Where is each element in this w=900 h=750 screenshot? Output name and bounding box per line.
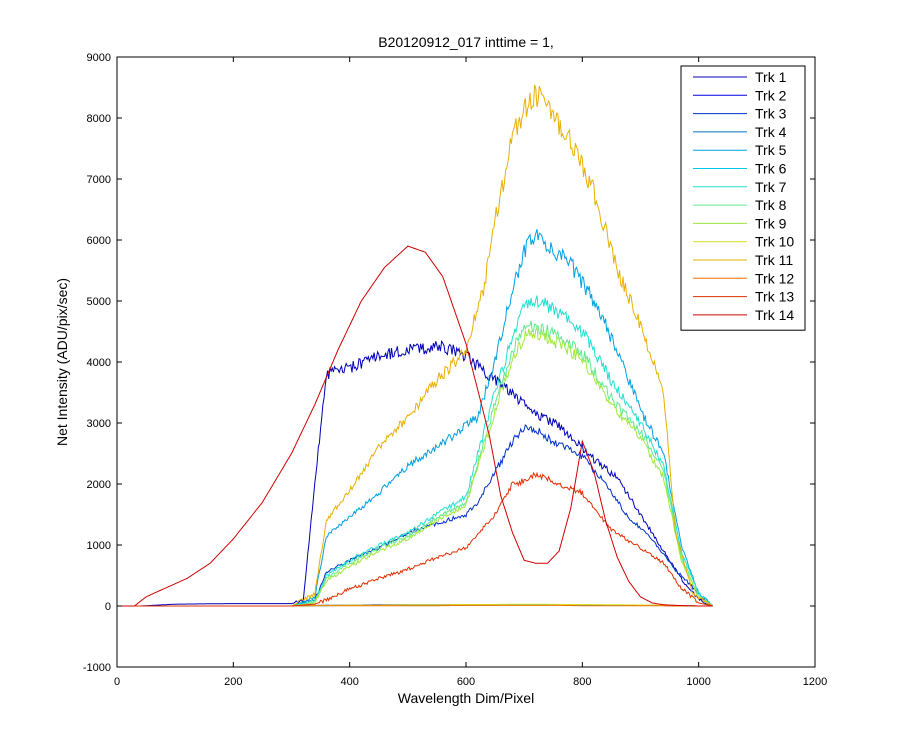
legend-label: Trk 13 xyxy=(755,289,794,305)
legend-label: Trk 7 xyxy=(755,179,787,195)
x-tick-label: 600 xyxy=(457,676,475,688)
x-tick-label: 800 xyxy=(573,676,591,688)
y-tick-label: 6000 xyxy=(87,235,111,247)
y-tick-label: 3000 xyxy=(87,418,111,430)
y-tick-label: 1000 xyxy=(87,540,111,552)
series-line-trk-1 xyxy=(117,340,713,607)
legend-box xyxy=(680,65,806,331)
y-tick-label: 9000 xyxy=(87,52,111,64)
y-tick-label: 5000 xyxy=(87,296,111,308)
legend-label: Trk 6 xyxy=(755,161,787,177)
legend-label: Trk 5 xyxy=(755,142,787,158)
y-tick-label: -1000 xyxy=(83,662,111,674)
y-tick-label: 4000 xyxy=(87,357,111,369)
y-tick-label: 7000 xyxy=(87,174,111,186)
y-tick-label: 8000 xyxy=(87,113,111,125)
series-line-trk-14 xyxy=(117,245,713,607)
legend-label: Trk 8 xyxy=(755,197,787,213)
legend-label: Trk 11 xyxy=(755,252,793,268)
x-tick-label: 200 xyxy=(224,676,242,688)
x-axis-title: Wavelength Dim/Pixel xyxy=(398,690,534,706)
legend-label: Trk 9 xyxy=(755,215,787,231)
x-tick-label: 400 xyxy=(340,676,358,688)
legend-label: Trk 10 xyxy=(755,234,794,250)
legend-label: Trk 2 xyxy=(755,87,787,103)
x-tick-label: 1000 xyxy=(686,676,710,688)
x-tick-label: 1200 xyxy=(803,676,827,688)
legend-label: Trk 14 xyxy=(755,307,794,323)
y-tick-label: 0 xyxy=(105,601,111,613)
series-layer xyxy=(117,84,713,607)
legend-label: Trk 12 xyxy=(755,270,794,286)
legend-label: Trk 4 xyxy=(755,124,787,140)
ticks-layer: 0 200 400 600 800 1000 1200-100001000200030004… xyxy=(83,52,827,688)
chart-title: B20120912_017 inttime = 1, xyxy=(378,34,554,50)
x-tick-label: 0 xyxy=(114,676,120,688)
legend-label: Trk 3 xyxy=(755,106,787,122)
legend-label: Trk 1 xyxy=(755,69,787,85)
y-tick-label: 2000 xyxy=(87,479,111,491)
legend: Trk 1 Trk 2 Trk 3 Trk 4 Trk 5 Trk 6 Trk 7 Trk 8… xyxy=(680,65,806,331)
y-axis-title: Net Intensity (ADU/pix/sec) xyxy=(54,278,70,446)
series-line-trk-13 xyxy=(117,471,713,607)
